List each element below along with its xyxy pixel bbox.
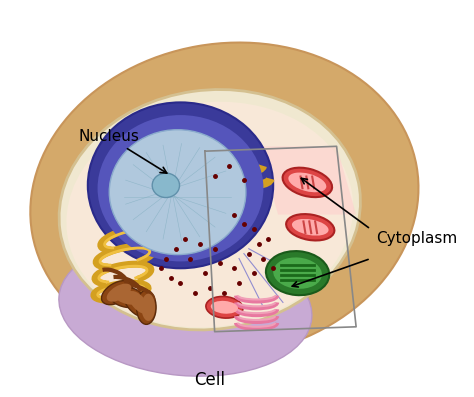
- Ellipse shape: [101, 281, 133, 304]
- Polygon shape: [258, 146, 356, 215]
- Ellipse shape: [137, 290, 156, 324]
- Ellipse shape: [292, 219, 328, 235]
- Ellipse shape: [273, 257, 322, 289]
- Ellipse shape: [206, 297, 243, 318]
- Ellipse shape: [152, 173, 180, 198]
- Ellipse shape: [266, 251, 329, 295]
- Ellipse shape: [115, 290, 142, 304]
- Ellipse shape: [288, 173, 326, 192]
- Ellipse shape: [59, 89, 360, 330]
- Text: Nucleus: Nucleus: [78, 129, 167, 173]
- Ellipse shape: [211, 301, 238, 314]
- Ellipse shape: [98, 115, 264, 262]
- Text: Cytoplasm: Cytoplasm: [375, 231, 457, 247]
- Ellipse shape: [141, 294, 155, 321]
- Ellipse shape: [109, 130, 246, 254]
- Ellipse shape: [286, 214, 334, 241]
- Ellipse shape: [88, 102, 273, 268]
- Ellipse shape: [123, 288, 150, 317]
- Ellipse shape: [283, 168, 332, 197]
- Ellipse shape: [59, 238, 312, 376]
- Ellipse shape: [30, 42, 419, 357]
- Ellipse shape: [128, 291, 149, 314]
- Ellipse shape: [66, 102, 353, 328]
- Text: Cell: Cell: [194, 372, 225, 389]
- Ellipse shape: [110, 287, 144, 308]
- Ellipse shape: [107, 283, 131, 302]
